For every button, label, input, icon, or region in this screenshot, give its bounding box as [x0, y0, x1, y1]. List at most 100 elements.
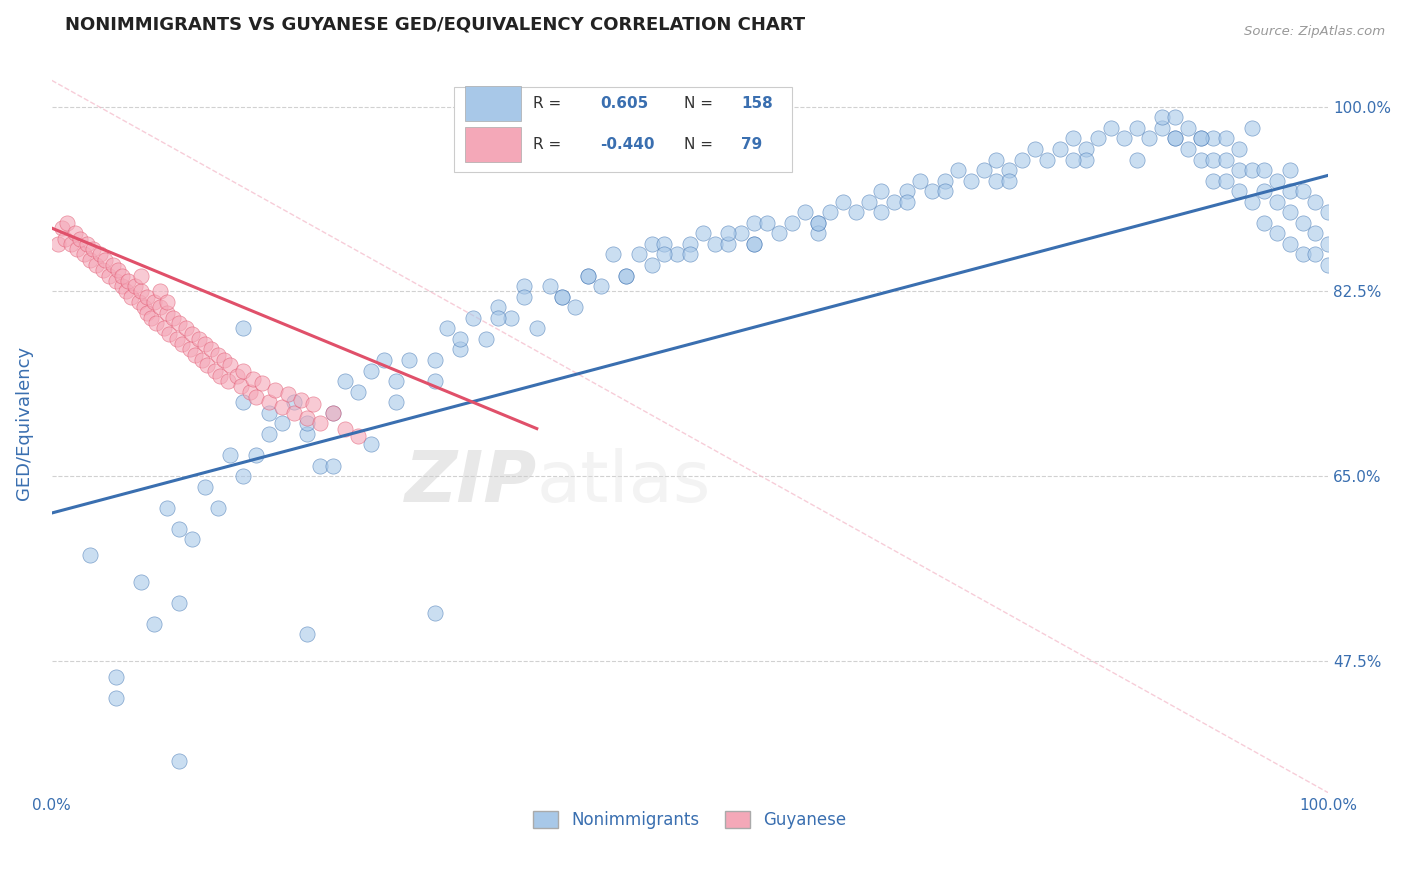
- Point: [219, 448, 242, 462]
- Point: [66, 242, 89, 256]
- Text: R =: R =: [533, 95, 561, 111]
- Point: [1062, 153, 1084, 167]
- Point: [1215, 131, 1237, 145]
- Point: [257, 426, 280, 441]
- Point: [921, 184, 943, 198]
- Point: [242, 372, 264, 386]
- Point: [845, 205, 868, 219]
- Point: [1240, 163, 1263, 178]
- Point: [283, 406, 305, 420]
- Point: [820, 205, 842, 219]
- Legend: Nonimmigrants, Guyanese: Nonimmigrants, Guyanese: [527, 805, 853, 836]
- Point: [806, 216, 828, 230]
- Point: [998, 163, 1021, 178]
- Point: [501, 310, 523, 325]
- Point: [204, 363, 226, 377]
- Point: [1253, 163, 1275, 178]
- Point: [806, 227, 828, 241]
- Point: [423, 353, 446, 368]
- Point: [1099, 120, 1122, 135]
- Point: [120, 290, 142, 304]
- Point: [1164, 131, 1187, 145]
- Point: [385, 374, 408, 388]
- Point: [1189, 131, 1212, 145]
- Point: [232, 363, 254, 377]
- Point: [1240, 120, 1263, 135]
- Point: [157, 326, 180, 341]
- Point: [1074, 142, 1097, 156]
- Point: [1189, 131, 1212, 145]
- Point: [959, 173, 981, 187]
- Point: [104, 274, 127, 288]
- Point: [614, 268, 637, 283]
- Point: [1240, 194, 1263, 209]
- Point: [1278, 205, 1301, 219]
- Point: [129, 285, 152, 299]
- Point: [742, 236, 765, 251]
- Point: [1177, 142, 1199, 156]
- Point: [1139, 131, 1161, 145]
- Point: [870, 184, 893, 198]
- Point: [295, 627, 318, 641]
- Point: [461, 310, 484, 325]
- Point: [1189, 153, 1212, 167]
- Point: [1125, 120, 1147, 135]
- Point: [1125, 153, 1147, 167]
- Point: [69, 232, 91, 246]
- Point: [347, 384, 370, 399]
- Point: [398, 353, 420, 368]
- Point: [1253, 184, 1275, 198]
- Point: [1227, 142, 1250, 156]
- Point: [225, 368, 247, 383]
- Point: [302, 397, 325, 411]
- Point: [283, 395, 305, 409]
- Point: [1291, 216, 1313, 230]
- Point: [1265, 173, 1288, 187]
- Point: [986, 173, 1008, 187]
- Point: [98, 268, 121, 283]
- Point: [1202, 131, 1225, 145]
- Point: [614, 268, 637, 283]
- Point: [755, 216, 778, 230]
- Point: [145, 316, 167, 330]
- Point: [640, 236, 662, 251]
- Point: [768, 227, 790, 241]
- Point: [308, 417, 330, 431]
- Point: [153, 321, 176, 335]
- Point: [295, 426, 318, 441]
- Point: [162, 310, 184, 325]
- Point: [46, 236, 69, 251]
- Point: [156, 500, 179, 515]
- Point: [169, 754, 191, 768]
- Point: [264, 383, 287, 397]
- Point: [1305, 194, 1327, 209]
- Point: [187, 332, 209, 346]
- Point: [76, 236, 98, 251]
- Point: [200, 343, 222, 357]
- Point: [229, 379, 252, 393]
- Point: [883, 194, 905, 209]
- Point: [217, 374, 239, 388]
- Point: [191, 353, 214, 368]
- Point: [564, 300, 586, 314]
- Point: [1152, 120, 1174, 135]
- Point: [998, 173, 1021, 187]
- Point: [474, 332, 496, 346]
- Point: [107, 263, 129, 277]
- Point: [322, 406, 344, 420]
- Point: [86, 258, 108, 272]
- Point: [742, 216, 765, 230]
- Point: [245, 390, 267, 404]
- Point: [212, 353, 235, 368]
- Text: 158: 158: [741, 95, 773, 111]
- Point: [627, 247, 650, 261]
- Point: [136, 305, 159, 319]
- Point: [59, 236, 82, 251]
- Point: [89, 247, 111, 261]
- Point: [101, 258, 124, 272]
- Point: [194, 480, 217, 494]
- Point: [232, 395, 254, 409]
- Point: [551, 290, 574, 304]
- Point: [986, 153, 1008, 167]
- Point: [181, 533, 204, 547]
